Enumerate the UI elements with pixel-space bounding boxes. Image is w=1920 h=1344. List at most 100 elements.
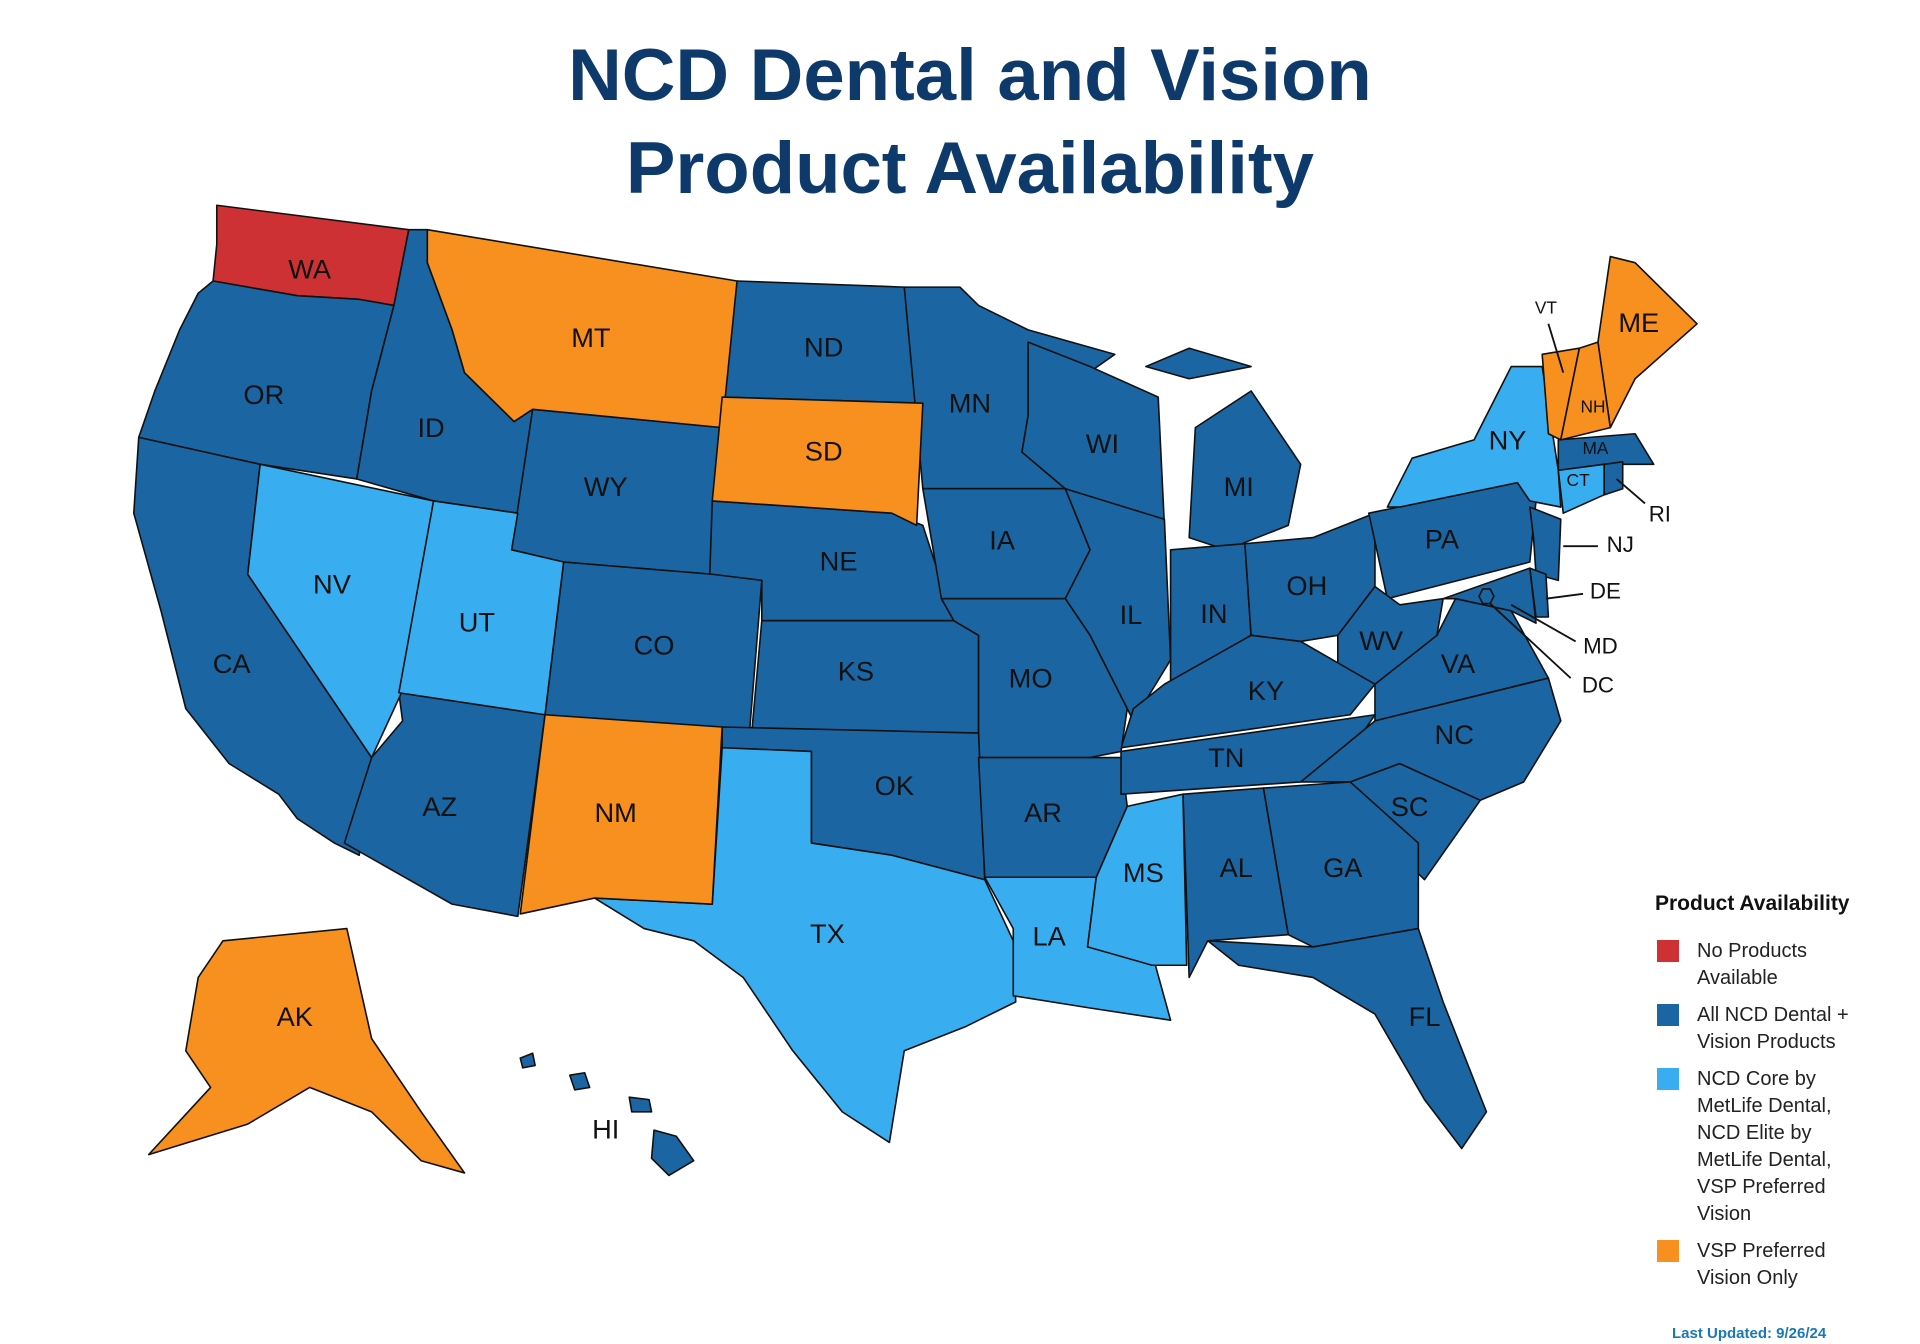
state-label: MS	[1123, 858, 1164, 888]
legend-swatch	[1657, 940, 1679, 962]
state-label: MO	[1009, 664, 1053, 694]
state-shape	[1478, 588, 1495, 605]
state-shape	[147, 927, 466, 1174]
legend-item: NCD Core by MetLife Dental, NCD Elite by…	[1655, 1066, 1895, 1228]
legend-title: Product Availability	[1655, 892, 1850, 915]
state-shape	[1603, 461, 1624, 496]
state-label: ID	[417, 413, 444, 443]
legend-label: NCD Core by MetLife Dental, NCD Elite by…	[1697, 1068, 1832, 1225]
state-shape	[1086, 793, 1188, 967]
leader-line	[1547, 323, 1565, 373]
state-shape	[1386, 365, 1562, 508]
state-label: IN	[1200, 599, 1227, 629]
state-label: GA	[1323, 853, 1362, 883]
state-label: AR	[1024, 798, 1062, 828]
state-label: CA	[213, 649, 251, 679]
state-label: MD	[1583, 634, 1618, 659]
state-label: VA	[1441, 649, 1475, 679]
state-shape	[426, 228, 738, 429]
title-line: NCD Dental and Vision	[568, 33, 1372, 115]
state-label: NJ	[1607, 532, 1634, 557]
state-label: CO	[634, 631, 675, 661]
state-shape	[1529, 506, 1562, 582]
state-label: OK	[875, 771, 914, 801]
state-shape	[593, 746, 1017, 1144]
legend-items: No Products Available All NCD Dental + Vi…	[1655, 938, 1895, 1292]
state-shape	[519, 713, 723, 915]
state-label: MN	[949, 389, 991, 419]
state-label: TN	[1208, 743, 1244, 773]
state-label: ME	[1618, 308, 1659, 338]
state-shape	[246, 463, 435, 759]
state-shape	[398, 500, 565, 716]
state-shape	[519, 1052, 695, 1177]
state-label: HI	[592, 1115, 619, 1145]
state-label: VT	[1535, 298, 1558, 318]
state-label: KS	[838, 656, 874, 686]
state-shape	[1559, 341, 1612, 441]
state-label: MI	[1224, 472, 1254, 502]
state-shape	[940, 597, 1129, 759]
leader-line	[1615, 478, 1646, 505]
leader-line	[1510, 604, 1577, 643]
state-shape	[1557, 463, 1605, 514]
state-shape	[1182, 787, 1290, 979]
state-label: DC	[1582, 673, 1614, 698]
state-label: UT	[459, 608, 495, 638]
state-label: RI	[1649, 502, 1671, 527]
legend-label: VSP Preferred Vision Only	[1697, 1240, 1826, 1289]
state-label: WA	[288, 255, 331, 285]
state-label: NY	[1489, 426, 1527, 456]
state-label: NH	[1580, 397, 1605, 417]
state-shape	[1120, 634, 1376, 749]
states	[132, 204, 1698, 1177]
state-label: TX	[810, 919, 845, 949]
state-shape	[137, 280, 395, 480]
state-label: AL	[1220, 853, 1253, 883]
state-label: WI	[1086, 429, 1119, 459]
legend-swatch	[1657, 1240, 1679, 1262]
legend-swatch	[1657, 1004, 1679, 1026]
state-label: FL	[1409, 1002, 1441, 1032]
state-label: OR	[243, 380, 284, 410]
legend-item: All NCD Dental + Vision Products	[1655, 1002, 1895, 1056]
leader-line	[1489, 602, 1572, 679]
state-label: SC	[1391, 792, 1429, 822]
state-label: PA	[1425, 525, 1459, 555]
state-shape	[1597, 255, 1698, 429]
state-label: NM	[594, 798, 636, 828]
leader-lines	[1489, 323, 1646, 679]
state-shape	[711, 396, 924, 527]
legend-label: All NCD Dental + Vision Products	[1697, 1004, 1849, 1053]
legend-item: VSP Preferred Vision Only	[1655, 1238, 1895, 1292]
state-label: IL	[1120, 600, 1143, 630]
legend-swatch	[1657, 1068, 1679, 1090]
state-label: CT	[1567, 470, 1591, 490]
legend-label: No Products Available	[1697, 940, 1808, 989]
state-label: NV	[313, 570, 351, 600]
last-updated: Last Updated: 9/26/24	[1672, 1325, 1827, 1342]
state-label: SD	[805, 437, 843, 467]
state-label: WV	[1359, 626, 1403, 656]
state-label: OH	[1286, 571, 1327, 601]
title-line: Product Availability	[626, 126, 1314, 208]
state-label: MA	[1582, 438, 1609, 458]
leader-line	[1545, 592, 1584, 600]
state-label: WY	[584, 472, 628, 502]
state-shape	[1145, 347, 1302, 551]
state-label: AZ	[422, 792, 457, 822]
state-label: LA	[1033, 922, 1066, 952]
state-label: AK	[277, 1002, 313, 1032]
state-label: DE	[1590, 579, 1621, 604]
legend: Product Availability No Products Availab…	[1655, 892, 1895, 1302]
state-label: NC	[1435, 720, 1474, 750]
state-label: IA	[989, 526, 1015, 556]
state-label: MT	[571, 323, 610, 353]
legend-item: No Products Available	[1655, 938, 1895, 992]
state-labels: WA OR ID WY ND MN WI MI CA NE IA IL IN OH PA NJ DE MD DC WV…	[213, 255, 1671, 1145]
state-label: NE	[820, 547, 858, 577]
state-label: ND	[804, 333, 843, 363]
state-shape	[1206, 927, 1488, 1150]
